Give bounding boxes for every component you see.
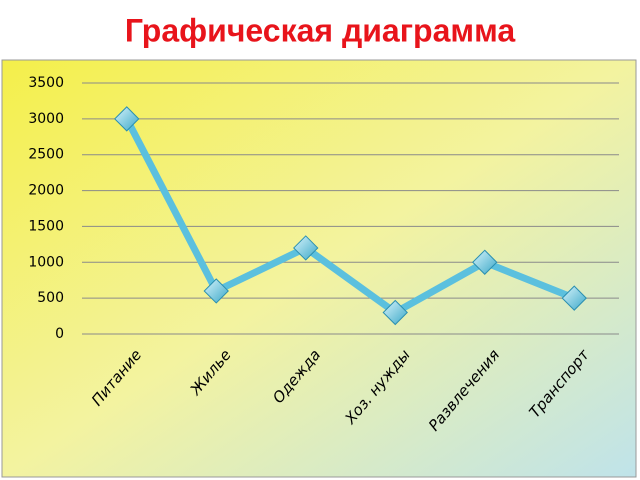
y-tick-label: 1000: [28, 254, 64, 270]
y-tick-label: 500: [37, 290, 64, 306]
y-tick-label: 0: [55, 326, 64, 342]
data-point: [114, 106, 140, 132]
y-tick-label: 3500: [28, 75, 64, 91]
plot-background: [1, 59, 637, 478]
y-tick-label: 3000: [28, 111, 64, 127]
data-point: [203, 278, 229, 304]
y-tick-label: 2500: [28, 147, 64, 163]
chart-title: Графическая диаграмма: [125, 12, 515, 48]
data-point: [293, 235, 319, 261]
data-point: [561, 285, 587, 311]
data-point: [472, 249, 498, 275]
data-line: [123, 117, 576, 316]
data-point: [382, 299, 408, 326]
y-tick-label: 1500: [28, 218, 64, 234]
y-tick-label: 2000: [28, 183, 64, 199]
